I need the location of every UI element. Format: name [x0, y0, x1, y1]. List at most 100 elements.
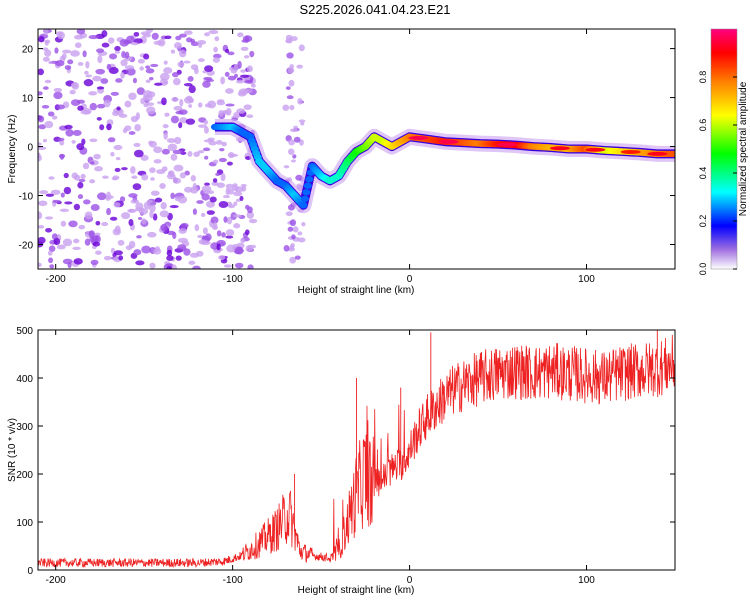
noise-blob: [193, 151, 200, 157]
noise-blob: [245, 204, 250, 210]
noise-blob: [249, 50, 255, 58]
noise-blob: [162, 80, 169, 85]
noise-blob: [288, 79, 295, 87]
noise-blob: [70, 99, 81, 107]
noise-blob: [212, 57, 220, 63]
noise-blob: [196, 200, 204, 204]
noise-blob: [95, 68, 106, 75]
noise-blob: [216, 230, 222, 237]
noise-blob: [38, 225, 45, 229]
noise-blob: [289, 128, 298, 133]
noise-blob: [283, 165, 290, 169]
noise-blob: [60, 192, 65, 198]
noise-blob: [235, 198, 241, 202]
noise-blob: [42, 47, 49, 51]
noise-blob: [133, 149, 144, 158]
spectrogram-x-ticks: -200 -100 0 100: [46, 29, 595, 285]
noise-blob: [59, 208, 70, 213]
spectrogram-noise: [38, 29, 307, 269]
noise-blob: [133, 249, 142, 256]
noise-blob: [171, 97, 179, 102]
noise-blob: [63, 186, 72, 195]
noise-blob: [115, 156, 121, 161]
noise-blob: [163, 67, 173, 74]
noise-blob: [221, 232, 226, 238]
noise-blob: [202, 227, 208, 235]
noise-blob: [73, 238, 80, 244]
noise-blob: [89, 138, 98, 143]
noise-blob: [216, 182, 226, 188]
noise-blob: [149, 210, 154, 219]
noise-blob: [141, 218, 147, 225]
noise-blob: [203, 119, 209, 125]
noise-blob: [218, 109, 224, 117]
noise-blob: [74, 42, 82, 49]
noise-blob: [212, 221, 218, 229]
noise-blob: [133, 142, 141, 148]
noise-blob: [227, 51, 235, 56]
noise-blob: [109, 53, 118, 60]
noise-blob: [77, 194, 84, 200]
noise-blob: [205, 200, 216, 208]
noise-blob: [145, 68, 155, 74]
noise-blob: [62, 49, 72, 54]
noise-blob: [128, 240, 136, 249]
noise-blob: [215, 172, 221, 176]
noise-blob: [124, 65, 135, 70]
noise-blob: [290, 243, 295, 248]
spectrogram-x-tick-label: -100: [223, 274, 243, 285]
spectrogram-y-tick-label: 0: [27, 143, 33, 154]
noise-blob: [49, 264, 55, 269]
noise-blob: [140, 154, 149, 161]
spectrogram-y-label: Frequency (Hz): [7, 115, 18, 184]
noise-blob: [224, 71, 230, 77]
noise-blob: [121, 212, 131, 220]
noise-blob: [160, 201, 167, 210]
noise-blob: [212, 178, 218, 183]
snr-x-tick-label: 0: [407, 575, 413, 586]
noise-blob: [208, 140, 217, 146]
colorbar: 0.0 0.2 0.4 0.6 0.8 Normalized spectral ampl…: [698, 28, 749, 275]
noise-blob: [146, 199, 153, 204]
noise-blob: [248, 218, 258, 224]
spectrogram-y-tick-label: 20: [22, 45, 34, 56]
noise-blob: [244, 229, 250, 236]
noise-blob: [198, 102, 203, 108]
noise-blob: [287, 226, 294, 232]
noise-blob: [128, 219, 134, 227]
noise-blob: [214, 36, 220, 42]
noise-blob: [197, 234, 203, 239]
noise-blob: [96, 192, 107, 201]
noise-blob: [177, 195, 188, 204]
noise-blob: [89, 102, 98, 111]
noise-blob: [216, 243, 221, 251]
noise-blob: [57, 137, 65, 142]
noise-blob: [154, 197, 163, 203]
noise-blob: [83, 79, 94, 87]
ridge-hotspot: [620, 149, 641, 154]
noise-blob: [282, 104, 290, 111]
noise-blob: [151, 32, 159, 40]
noise-blob: [73, 34, 84, 40]
figure-title: S225.2026.041.04.23.E21: [299, 2, 450, 17]
noise-blob: [161, 97, 167, 106]
noise-blob: [53, 237, 61, 246]
noise-blob: [59, 140, 65, 146]
noise-blob: [90, 259, 99, 266]
snr-y-tick-label: 300: [16, 422, 33, 433]
noise-blob: [43, 86, 49, 90]
noise-blob: [148, 140, 154, 146]
noise-blob: [108, 66, 119, 75]
noise-blob: [109, 216, 118, 221]
noise-blob: [114, 225, 121, 234]
noise-blob: [173, 105, 183, 111]
noise-blob: [240, 237, 246, 244]
noise-blob: [236, 79, 245, 84]
noise-blob: [149, 76, 154, 81]
noise-blob: [167, 143, 178, 152]
noise-blob: [84, 211, 93, 220]
noise-blob: [188, 260, 196, 265]
noise-blob: [142, 90, 153, 98]
noise-blob: [288, 148, 295, 155]
